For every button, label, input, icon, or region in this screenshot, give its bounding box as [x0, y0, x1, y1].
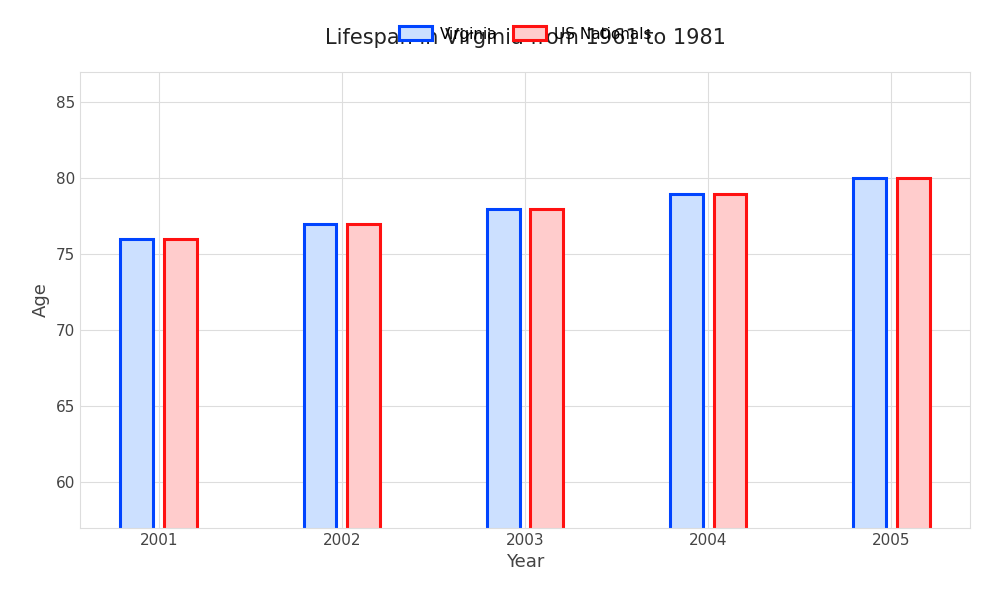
- Bar: [530, 209, 563, 600]
- Bar: [897, 178, 930, 600]
- X-axis label: Year: Year: [506, 553, 544, 571]
- Bar: [714, 194, 746, 600]
- Legend: Virginia, US Nationals: Virginia, US Nationals: [392, 20, 658, 47]
- Bar: [164, 239, 197, 600]
- Bar: [670, 194, 703, 600]
- Title: Lifespan in Virginia from 1961 to 1981: Lifespan in Virginia from 1961 to 1981: [325, 28, 725, 48]
- Bar: [853, 178, 886, 600]
- Y-axis label: Age: Age: [32, 283, 50, 317]
- Bar: [347, 224, 380, 600]
- Bar: [304, 224, 336, 600]
- Bar: [120, 239, 153, 600]
- Bar: [487, 209, 520, 600]
